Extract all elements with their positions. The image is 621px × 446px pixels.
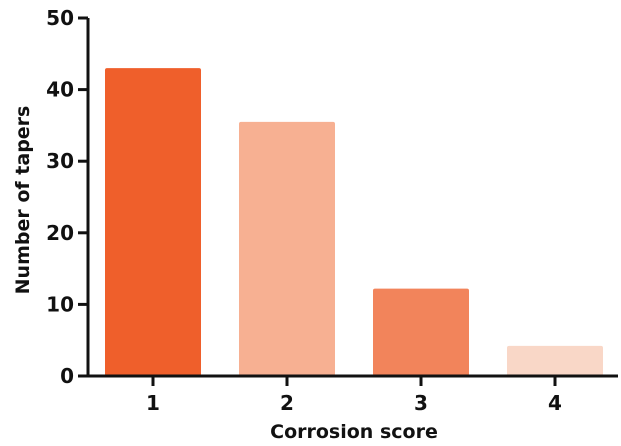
bar-score-3 — [373, 288, 469, 376]
y-tick-label: 30 — [46, 149, 74, 173]
bars-group — [105, 68, 603, 377]
y-tick-label: 40 — [46, 78, 74, 102]
y-tick-label: 10 — [46, 292, 74, 316]
x-tick-label: 1 — [146, 391, 160, 415]
x-axis-title: Corrosion score — [270, 421, 438, 443]
bar-score-2 — [239, 121, 335, 376]
y-axis-title: Number of tapers — [12, 106, 34, 295]
y-tick-label: 0 — [60, 364, 74, 388]
y-tick-label: 50 — [46, 6, 74, 30]
bar-score-1 — [105, 68, 201, 377]
y-tick-label: 20 — [46, 221, 74, 245]
x-tick-label: 2 — [280, 391, 294, 415]
axes-group — [86, 18, 618, 378]
x-ticks-group: 1 2 3 4 — [146, 376, 562, 415]
y-ticks-group: 0 10 20 30 40 50 — [46, 6, 88, 388]
x-tick-label: 4 — [548, 391, 562, 415]
bar-score-4 — [507, 345, 603, 376]
x-tick-label: 3 — [414, 391, 428, 415]
